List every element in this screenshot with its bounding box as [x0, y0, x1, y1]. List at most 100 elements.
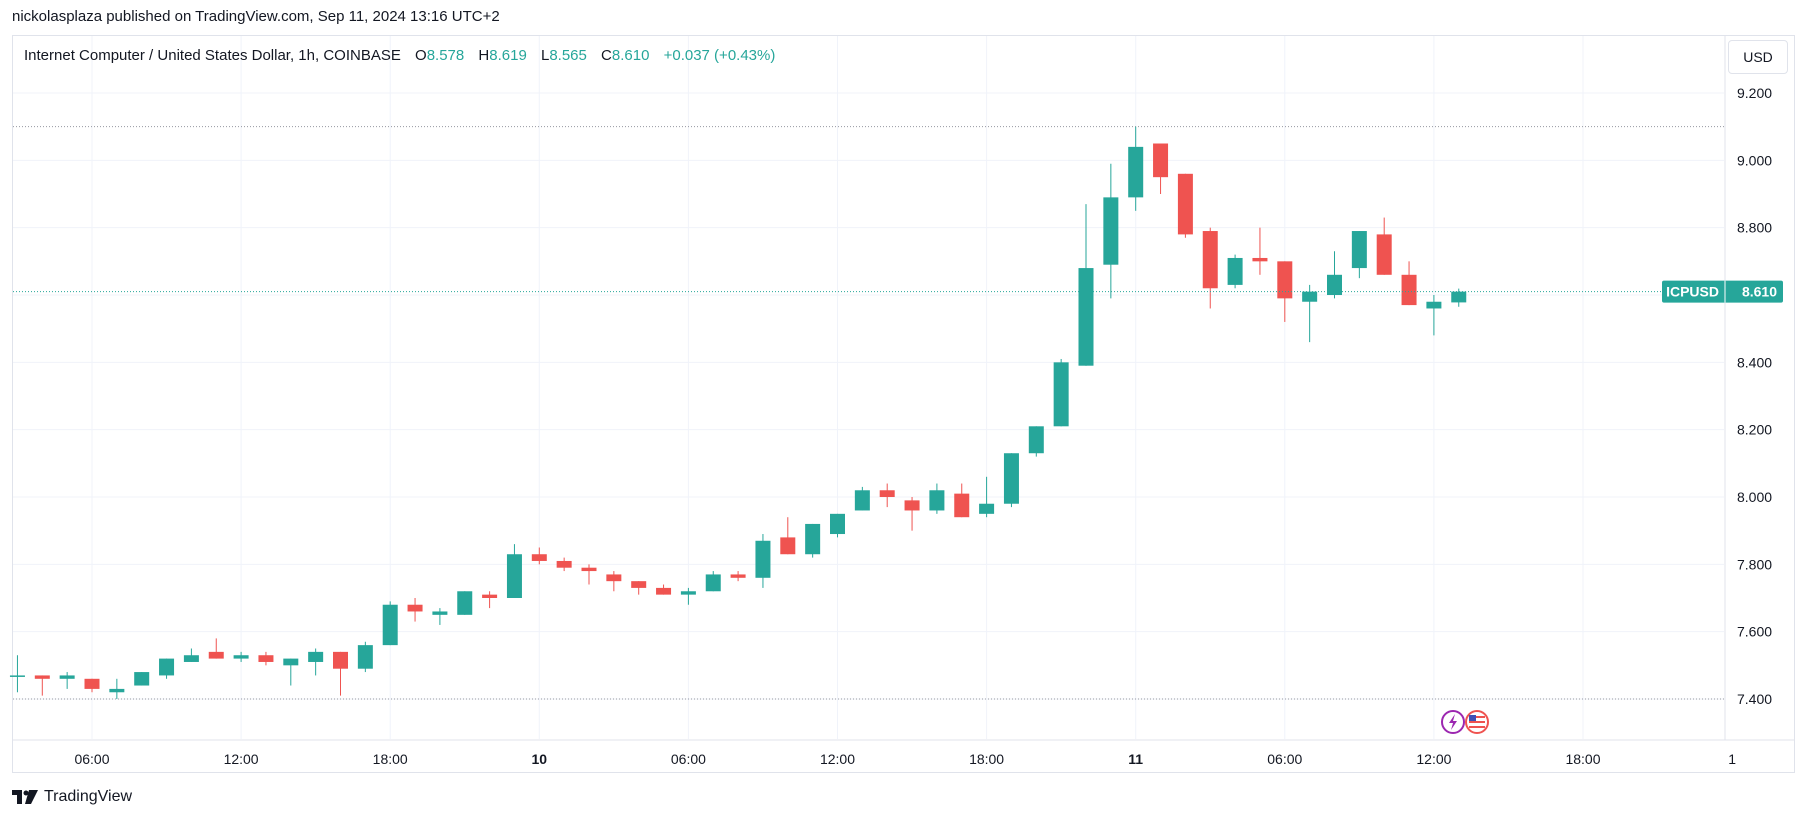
candle-body	[1128, 146, 1144, 198]
candle-body	[1252, 257, 1268, 262]
candle[interactable]	[1053, 358, 1069, 427]
candle[interactable]	[656, 584, 672, 595]
candle[interactable]	[382, 601, 398, 646]
candle[interactable]	[134, 672, 150, 686]
candle[interactable]	[1003, 453, 1019, 508]
candle[interactable]	[308, 648, 324, 676]
candle[interactable]	[879, 483, 895, 508]
candle[interactable]	[109, 678, 125, 699]
candle[interactable]	[357, 641, 373, 673]
candle[interactable]	[183, 648, 199, 662]
candle[interactable]	[954, 483, 970, 518]
candle[interactable]	[457, 591, 473, 615]
candle[interactable]	[1177, 173, 1193, 238]
price-tick-label: 8.000	[1737, 489, 1772, 505]
grid-lines	[13, 36, 1724, 739]
candle[interactable]	[1351, 231, 1367, 279]
candle-body	[59, 675, 75, 679]
candle[interactable]	[680, 587, 696, 605]
event-icons[interactable]	[1441, 710, 1489, 734]
candle[interactable]	[979, 476, 995, 518]
candle[interactable]	[1227, 254, 1243, 289]
candle[interactable]	[34, 675, 50, 696]
candle[interactable]	[1078, 204, 1094, 366]
candle[interactable]	[407, 598, 423, 622]
candle[interactable]	[1426, 295, 1442, 336]
candle-body	[631, 581, 647, 588]
candle[interactable]	[1028, 426, 1044, 457]
candle-body	[183, 655, 199, 662]
candle[interactable]	[755, 534, 771, 588]
tradingview-logo-icon	[12, 790, 38, 804]
candle[interactable]	[84, 678, 100, 693]
candle[interactable]	[556, 557, 572, 572]
candle[interactable]	[59, 672, 75, 689]
candle[interactable]	[9, 655, 25, 693]
candle[interactable]	[482, 591, 498, 609]
chart-frame	[12, 35, 1795, 773]
candle-body	[1153, 143, 1169, 178]
price-tick-label: 8.400	[1737, 354, 1772, 370]
candle[interactable]	[1128, 126, 1144, 211]
candle[interactable]	[606, 571, 622, 592]
candle[interactable]	[805, 523, 821, 558]
candle[interactable]	[208, 638, 224, 659]
candle[interactable]	[705, 571, 721, 592]
candle[interactable]	[904, 497, 920, 531]
candle-body	[854, 490, 870, 511]
candle[interactable]	[159, 658, 175, 679]
price-tag-value: 8.610	[1742, 284, 1777, 300]
candle-body	[134, 672, 150, 686]
candle-body	[1003, 453, 1019, 504]
candle[interactable]	[432, 608, 448, 625]
candle-body	[1078, 268, 1094, 366]
candle[interactable]	[1327, 251, 1342, 299]
candle-body	[1227, 257, 1243, 285]
open-label: O	[415, 47, 427, 64]
candle[interactable]	[1302, 284, 1318, 343]
currency-button[interactable]: USD	[1728, 40, 1788, 74]
candle[interactable]	[506, 544, 522, 598]
candle[interactable]	[854, 486, 870, 511]
candle[interactable]	[730, 571, 746, 582]
price-tick-label: 9.000	[1737, 152, 1772, 168]
candle[interactable]	[1103, 163, 1119, 299]
candle[interactable]	[1376, 217, 1392, 275]
candle-body	[780, 537, 796, 555]
candle[interactable]	[233, 651, 249, 662]
candle[interactable]	[631, 581, 647, 595]
high-value: 8.619	[489, 47, 527, 64]
candle[interactable]	[830, 513, 845, 538]
candle-body	[904, 500, 920, 511]
candle-body	[531, 554, 547, 561]
candle[interactable]	[1153, 143, 1169, 195]
candle-body	[109, 688, 125, 693]
candle[interactable]	[1202, 227, 1218, 309]
candle[interactable]	[1451, 288, 1467, 307]
price-tick-label: 7.400	[1737, 691, 1772, 707]
footer-brand-label: TradingView	[44, 788, 133, 805]
change-value: +0.037 (+0.43%)	[663, 47, 776, 64]
candle-body	[954, 493, 970, 518]
candle[interactable]	[929, 483, 945, 514]
time-tick-label: 06:00	[671, 751, 706, 767]
candle[interactable]	[283, 658, 299, 686]
candle-body	[1451, 291, 1467, 303]
footer-brand[interactable]: TradingView	[12, 788, 132, 806]
candle-body	[656, 587, 672, 595]
time-tick-label: 10	[532, 751, 548, 767]
candle[interactable]	[1252, 227, 1268, 275]
candle[interactable]	[581, 564, 597, 585]
candle-body	[9, 675, 25, 677]
horizontal-lines	[13, 126, 1724, 700]
candle-body	[1376, 234, 1392, 275]
published-info: nickolasplaza published on TradingView.c…	[12, 8, 500, 25]
candle[interactable]	[258, 651, 274, 666]
candle[interactable]	[1277, 261, 1293, 322]
candle[interactable]	[333, 651, 348, 696]
candle[interactable]	[531, 547, 547, 565]
candle[interactable]	[780, 517, 796, 555]
price-tick-label: 7.600	[1737, 624, 1772, 640]
candle[interactable]	[1401, 261, 1417, 306]
